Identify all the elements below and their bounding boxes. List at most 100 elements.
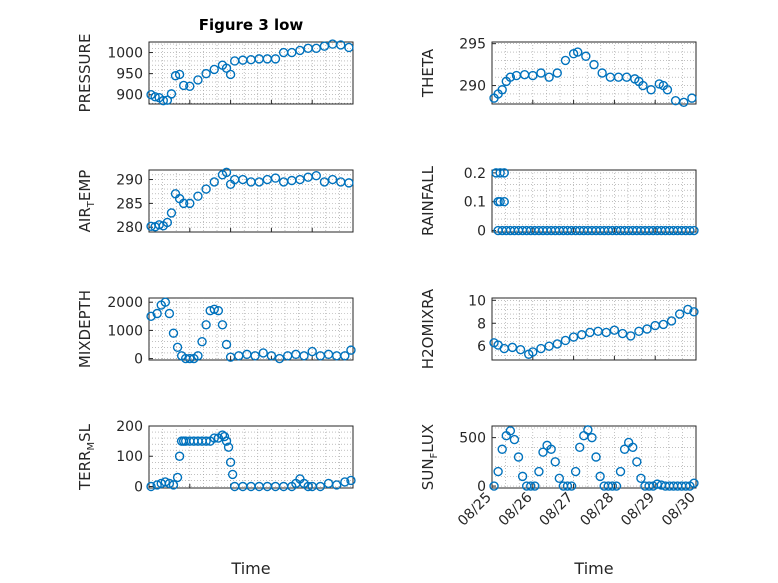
data-point <box>544 341 554 351</box>
data-point <box>499 197 509 207</box>
y-tick-label: 2000 <box>107 295 143 311</box>
data-point <box>166 89 177 99</box>
y-tick-label: 950 <box>116 67 143 83</box>
data-point <box>225 69 236 80</box>
data-point <box>658 319 669 330</box>
data-point <box>538 447 548 457</box>
data-point <box>299 351 309 361</box>
data-point <box>517 471 528 482</box>
data-point <box>346 475 356 486</box>
data-point <box>636 473 646 484</box>
data-point <box>507 342 518 353</box>
data-point <box>536 68 546 78</box>
y-tick-label: 8 <box>477 316 486 332</box>
data-point <box>530 481 540 491</box>
data-point <box>683 304 693 315</box>
plot-area <box>148 297 354 361</box>
data-point <box>225 457 236 467</box>
y-tick-label: 280 <box>116 220 143 236</box>
data-point <box>489 481 499 491</box>
data-point <box>552 68 562 78</box>
data-point <box>679 97 689 108</box>
y-tick-label: 295 <box>459 37 486 53</box>
subplot-pressure: 900 950 1000 PRESSURE <box>76 34 354 112</box>
data-point <box>575 442 585 453</box>
data-point <box>528 70 538 81</box>
data-point <box>158 95 168 106</box>
data-point <box>572 47 583 57</box>
subplot-h2omixra: 6 8 10 H2OMIXRA <box>419 288 699 369</box>
plot-area <box>491 169 697 233</box>
subplot-mixdepth: 0 1000 2000 MIXDEPTH <box>76 290 356 368</box>
data-point <box>689 478 699 488</box>
data-point <box>315 481 326 492</box>
data-point <box>221 167 232 178</box>
data-point <box>340 351 350 361</box>
data-point <box>646 85 656 95</box>
data-point <box>344 178 354 188</box>
y-tick-label: 200 <box>116 419 143 435</box>
data-point <box>164 308 175 319</box>
data-point <box>170 71 181 81</box>
data-point <box>185 198 195 209</box>
y-tick-label: 1000 <box>107 46 143 62</box>
data-point <box>515 344 526 355</box>
data-point <box>193 191 203 201</box>
data-point <box>626 331 636 341</box>
data-point <box>591 452 601 462</box>
data-point <box>178 198 189 209</box>
x-tick-label: 08/27 <box>537 490 577 530</box>
data-point <box>250 351 260 361</box>
x-tick-label: 08/29 <box>618 490 658 530</box>
data-point <box>495 168 505 178</box>
data-point <box>201 436 211 446</box>
y-tick-label: 290 <box>116 173 143 189</box>
data-point <box>505 426 516 436</box>
data-point <box>638 80 648 91</box>
y-axis-label: TERRMSL <box>76 423 97 491</box>
data-point <box>221 339 232 350</box>
y-tick-label: 290 <box>459 79 486 95</box>
data-point <box>168 480 179 490</box>
data-point <box>197 336 207 347</box>
data-point <box>528 347 538 357</box>
data-point <box>534 466 544 477</box>
data-point <box>150 92 160 102</box>
y-axis-label: H2OMIXRA <box>419 288 437 369</box>
data-point <box>270 173 281 183</box>
subplot-terr-msl: 0 100 200 TERRMSL <box>76 419 356 495</box>
data-point <box>632 457 642 467</box>
data-point <box>152 480 162 490</box>
data-point <box>201 68 211 79</box>
data-point <box>689 307 699 317</box>
figure-title: Figure 3 low <box>199 16 304 34</box>
data-point <box>154 220 164 230</box>
data-point <box>617 328 628 339</box>
data-point <box>146 481 156 492</box>
data-point <box>685 225 695 236</box>
plot-area <box>491 41 697 105</box>
data-point <box>689 225 699 236</box>
plot-area <box>148 425 354 489</box>
subplot-sun-flux: 0 500 08/25 08/26 08/27 08/28 08/29 08/30 SUNFLU… <box>419 424 699 530</box>
data-point <box>634 326 644 336</box>
data-point <box>209 64 219 75</box>
data-point <box>223 442 234 452</box>
data-point <box>642 324 652 334</box>
data-point <box>609 325 620 335</box>
data-point <box>160 297 171 307</box>
data-point <box>219 431 230 442</box>
y-tick-label: 900 <box>116 88 143 104</box>
data-point <box>166 208 177 218</box>
data-point <box>595 471 605 482</box>
data-point <box>178 80 189 91</box>
x-tick-label: 08/26 <box>496 489 536 529</box>
data-point <box>174 69 185 80</box>
y-tick-label: 0.1 <box>464 195 486 211</box>
x-axis-label-right: Time <box>573 559 613 578</box>
data-point <box>526 481 536 491</box>
data-point <box>562 481 573 491</box>
data-point <box>536 343 546 354</box>
data-point <box>254 177 264 187</box>
data-point <box>597 68 607 78</box>
